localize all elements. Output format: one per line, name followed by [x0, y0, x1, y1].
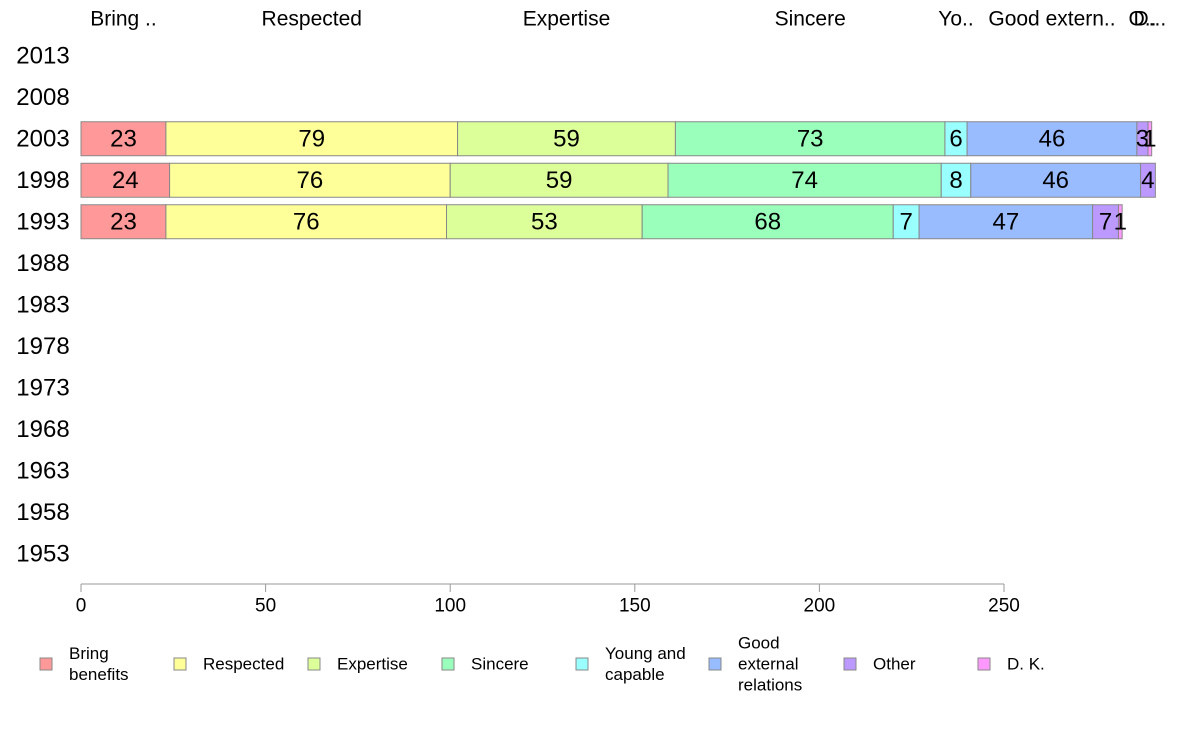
- value-label-1993-d-k: 1: [1114, 208, 1127, 235]
- value-label-2003-respected: 79: [298, 125, 325, 152]
- legend-swatch-good-external-relations: [708, 657, 722, 671]
- header-bring-benefits: Bring ..: [90, 8, 157, 31]
- value-label-1993-respected: 76: [293, 208, 320, 235]
- year-axis-labels: 2013 2008 2003 1998 1993 1988 1983 1978 1973 1968…: [16, 42, 69, 567]
- bar-1998-other: [1140, 162, 1156, 198]
- legend-label-sincere: Sincere: [471, 655, 529, 674]
- value-label-1998-young-and-capable: 8: [949, 167, 962, 194]
- year-label-1993: 1993: [16, 208, 69, 235]
- legend-swatch-bring-benefits: [39, 657, 53, 671]
- legend-swatch-sincere: [441, 657, 455, 671]
- value-label-1993-other: 7: [1099, 208, 1112, 235]
- bar-1998-respected: [169, 162, 451, 198]
- bar-2003-d-k: [1147, 121, 1153, 157]
- value-label-1993-bring-benefits: 23: [110, 208, 137, 235]
- legend-label-respected: Respected: [203, 655, 284, 674]
- bar-2003-respected: [165, 121, 459, 157]
- value-label-1998-good-external-relations: 46: [1042, 167, 1069, 194]
- bar-1998-expertise: [449, 162, 669, 198]
- year-label-2013: 2013: [16, 42, 69, 69]
- bar-1993-good-external-relations: [918, 204, 1094, 240]
- year-label-1998: 1998: [16, 167, 69, 194]
- header-other: O..: [1128, 8, 1156, 31]
- year-label-2008: 2008: [16, 84, 69, 111]
- x-tick-label-150: 150: [619, 596, 651, 617]
- value-label-1993-young-and-capable: 7: [899, 208, 912, 235]
- legend-label-young-and-capable: Young and capable: [605, 644, 686, 684]
- value-label-1993-good-external-relations: 47: [992, 208, 1019, 235]
- year-label-2003: 2003: [16, 125, 69, 152]
- value-label-2003-d-k: 1: [1143, 125, 1156, 152]
- legend-swatch-respected: [173, 657, 187, 671]
- legend-swatch-other: [843, 657, 857, 671]
- value-label-2003-young-and-capable: 6: [949, 125, 962, 152]
- year-label-1958: 1958: [16, 499, 69, 526]
- value-label-2003-other: 3: [1136, 125, 1149, 152]
- header-young-and-capable: Yo..: [938, 8, 973, 31]
- x-axis: 0 50 100 150 200 250: [76, 583, 1020, 617]
- year-label-1973: 1973: [16, 374, 69, 401]
- value-label-1998-respected: 76: [297, 167, 324, 194]
- legend-label-d-k: D. K.: [1007, 655, 1045, 674]
- year-label-1983: 1983: [16, 291, 69, 318]
- value-label-1998-expertise: 59: [546, 167, 573, 194]
- header-good-external-relations: Good extern..: [988, 8, 1115, 31]
- bar-1998-good-external-relations: [970, 162, 1142, 198]
- x-tick-label-100: 100: [434, 596, 466, 617]
- year-label-1968: 1968: [16, 416, 69, 443]
- value-label-2003-expertise: 59: [553, 125, 580, 152]
- legend-label-other: Other: [873, 655, 916, 674]
- value-label-2003-bring-benefits: 23: [110, 125, 137, 152]
- bar-1993-young-and-capable: [892, 204, 920, 240]
- legend-label-expertise: Expertise: [337, 655, 408, 674]
- value-label-2003-sincere: 73: [797, 125, 824, 152]
- value-label-1998-sincere: 74: [791, 167, 818, 194]
- year-label-1953: 1953: [16, 540, 69, 567]
- legend-label-bring-benefits: Bring benefits: [69, 644, 129, 684]
- legend: Bring benefits Respected Expertise Sincere Yo…: [39, 634, 1045, 695]
- value-label-1998-other: 4: [1141, 167, 1154, 194]
- x-tick-label-0: 0: [76, 596, 87, 617]
- value-label-1993-expertise: 53: [531, 208, 558, 235]
- bar-1993-d-k: [1117, 204, 1123, 240]
- bar-2003-good-external-relations: [966, 121, 1138, 157]
- year-label-1963: 1963: [16, 457, 69, 484]
- column-headers: Bring .. Respected Expertise Sincere Yo.. Goo…: [90, 8, 1166, 31]
- bar-1993-bring-benefits: [80, 204, 167, 240]
- legend-swatch-expertise: [307, 657, 321, 671]
- year-label-1988: 1988: [16, 250, 69, 277]
- legend-label-good-external-relations: Good external relations: [738, 634, 802, 695]
- header-sincere: Sincere: [775, 8, 846, 31]
- header-expertise: Expertise: [523, 8, 611, 31]
- x-tick-label-250: 250: [988, 596, 1020, 617]
- bar-1998-sincere: [667, 162, 942, 198]
- value-label-1993-sincere: 68: [754, 208, 781, 235]
- year-label-1978: 1978: [16, 333, 69, 360]
- header-respected: Respected: [262, 8, 362, 31]
- legend-swatch-d-k: [977, 657, 991, 671]
- value-label-1998-bring-benefits: 24: [112, 167, 139, 194]
- value-label-2003-good-external-relations: 46: [1039, 125, 1066, 152]
- header-d-k: D...: [1133, 8, 1166, 31]
- x-tick-label-200: 200: [804, 596, 836, 617]
- x-tick-label-50: 50: [255, 596, 276, 617]
- legend-swatch-young-and-capable: [575, 657, 589, 671]
